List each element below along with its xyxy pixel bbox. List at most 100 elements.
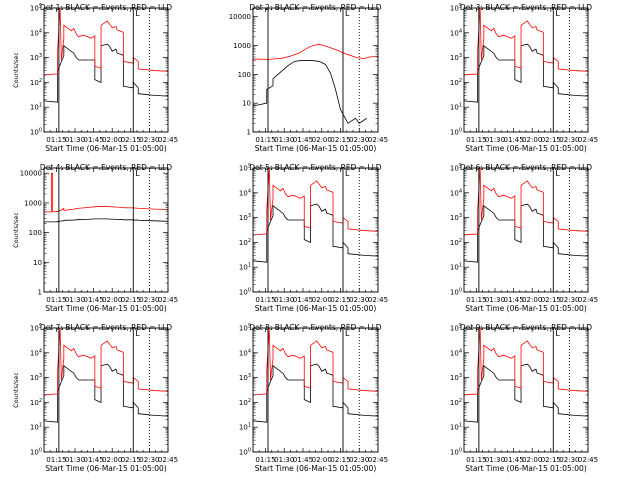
x-tick-label: 01:45 [504, 136, 524, 144]
y-tick-label: 102 [450, 238, 462, 247]
y-tick-label: 101 [239, 423, 251, 432]
y-tick-label: 105 [30, 4, 42, 13]
x-tick-label: 02:45 [158, 456, 178, 464]
y-tick-label: 1 [38, 289, 42, 297]
x-tick-label: 01:45 [84, 296, 104, 304]
series-line-lld [253, 168, 378, 236]
x-axis-label: Start Time (06-Mar-15 01:05:00) [45, 304, 167, 313]
y-tick-label: 104 [239, 188, 251, 197]
x-tick-label: 01:45 [293, 296, 313, 304]
y-tick-label: 100 [450, 448, 462, 457]
x-tick-label: 01:30 [485, 136, 505, 144]
series-line-events [44, 43, 168, 103]
panel-title: Det 7: BLACK = Events, RED = LLD [40, 323, 172, 332]
x-axis-label: Start Time (06-Mar-15 01:05:00) [465, 144, 587, 153]
panel-title: Det 9: BLACK = Events, RED = LLD [460, 323, 592, 332]
y-tick-label: 10 [33, 259, 42, 267]
x-tick-label: 01:45 [504, 456, 524, 464]
x-tick-label: 01:30 [485, 296, 505, 304]
x-tick-label: 01:15 [466, 296, 486, 304]
x-tick-label: 02:15 [330, 456, 350, 464]
cursor-label: L [135, 9, 140, 18]
y-tick-label: 103 [450, 373, 462, 382]
y-tick-label: 100 [450, 288, 462, 297]
x-tick-label: 02:00 [522, 456, 542, 464]
panel-title: Det 1: BLACK = Events, RED = LLD [40, 3, 172, 12]
x-tick-label: 01:45 [504, 296, 524, 304]
series-line-lld [253, 43, 378, 60]
panel-title: Det 6: BLACK = Events, RED = LLD [460, 163, 592, 172]
panel-det-9: Det 9: BLACK = Events, RED = LLDL01:1501… [450, 323, 598, 473]
y-tick-label: 101 [30, 423, 42, 432]
x-tick-label: 01:15 [46, 296, 66, 304]
cursor-label: L [345, 9, 350, 18]
x-tick-label: 02:45 [578, 296, 598, 304]
y-tick-label: 103 [239, 213, 251, 222]
x-tick-label: 02:15 [541, 296, 561, 304]
cursor-label: L [345, 329, 350, 338]
y-tick-label: 103 [450, 213, 462, 222]
cursor-label: L [135, 329, 140, 338]
x-tick-label: 02:45 [368, 296, 388, 304]
y-tick-label: 1000 [24, 199, 42, 207]
x-tick-label: 02:00 [312, 456, 332, 464]
x-axis-label: Start Time (06-Mar-15 01:05:00) [465, 464, 587, 473]
cursor-label: L [555, 329, 560, 338]
series-line-events [253, 60, 367, 124]
panel-title: Det 2: BLACK = Events, RED = LLD [249, 3, 381, 12]
series-line-lld [44, 172, 168, 213]
x-tick-label: 02:00 [522, 136, 542, 144]
x-tick-label: 02:45 [578, 456, 598, 464]
x-tick-label: 02:30 [139, 296, 159, 304]
x-tick-label: 02:15 [541, 456, 561, 464]
x-tick-label: 02:00 [102, 296, 122, 304]
x-tick-label: 02:45 [578, 136, 598, 144]
y-tick-label: 103 [239, 373, 251, 382]
y-tick-label: 100 [238, 71, 251, 79]
y-tick-label: 104 [30, 28, 42, 37]
y-tick-label: 103 [30, 53, 42, 62]
series-line-lld [44, 8, 168, 76]
x-tick-label: 02:00 [102, 136, 122, 144]
x-tick-label: 01:45 [84, 456, 104, 464]
x-tick-label: 02:30 [139, 456, 159, 464]
panel-title: Det 5: BLACK = Events, RED = LLD [249, 163, 381, 172]
y-tick-label: 101 [450, 263, 462, 272]
y-tick-label: 10 [242, 100, 251, 108]
x-tick-label: 02:00 [522, 296, 542, 304]
x-tick-label: 02:30 [349, 296, 369, 304]
series-line-events [464, 43, 588, 103]
cursor-label: L [345, 169, 350, 178]
y-tick-label: 104 [450, 348, 462, 357]
series-line-events [253, 363, 378, 423]
x-tick-label: 02:30 [559, 456, 579, 464]
y-tick-label: 1 [247, 129, 251, 137]
x-tick-label: 01:45 [293, 456, 313, 464]
x-axis-label: Start Time (06-Mar-15 01:05:00) [45, 144, 167, 153]
y-tick-label: 105 [450, 164, 462, 173]
y-tick-label: 102 [239, 238, 251, 247]
panel-det-4: Det 4: BLACK = Events, RED = LLDL01:1501… [12, 163, 178, 313]
x-tick-label: 01:15 [46, 136, 66, 144]
x-tick-label: 01:30 [65, 456, 85, 464]
x-tick-label: 02:30 [349, 456, 369, 464]
y-tick-label: 102 [239, 398, 251, 407]
y-tick-label: 103 [30, 373, 42, 382]
x-tick-label: 01:15 [46, 456, 66, 464]
panel-det-6: Det 6: BLACK = Events, RED = LLDL01:1501… [450, 163, 598, 313]
x-tick-label: 02:30 [349, 136, 369, 144]
x-axis-label: Start Time (06-Mar-15 01:05:00) [255, 304, 377, 313]
y-tick-label: 101 [239, 263, 251, 272]
y-axis-label: Counts/sec [12, 212, 20, 248]
panel-det-3: Det 3: BLACK = Events, RED = LLDL01:1501… [450, 3, 598, 153]
x-tick-label: 01:15 [466, 136, 486, 144]
x-tick-label: 02:15 [121, 136, 141, 144]
y-tick-label: 105 [450, 324, 462, 333]
series-line-lld [464, 8, 588, 76]
cursor-label: L [135, 169, 140, 178]
cursor-label: L [555, 169, 560, 178]
x-tick-label: 01:30 [65, 136, 85, 144]
y-tick-label: 103 [450, 53, 462, 62]
